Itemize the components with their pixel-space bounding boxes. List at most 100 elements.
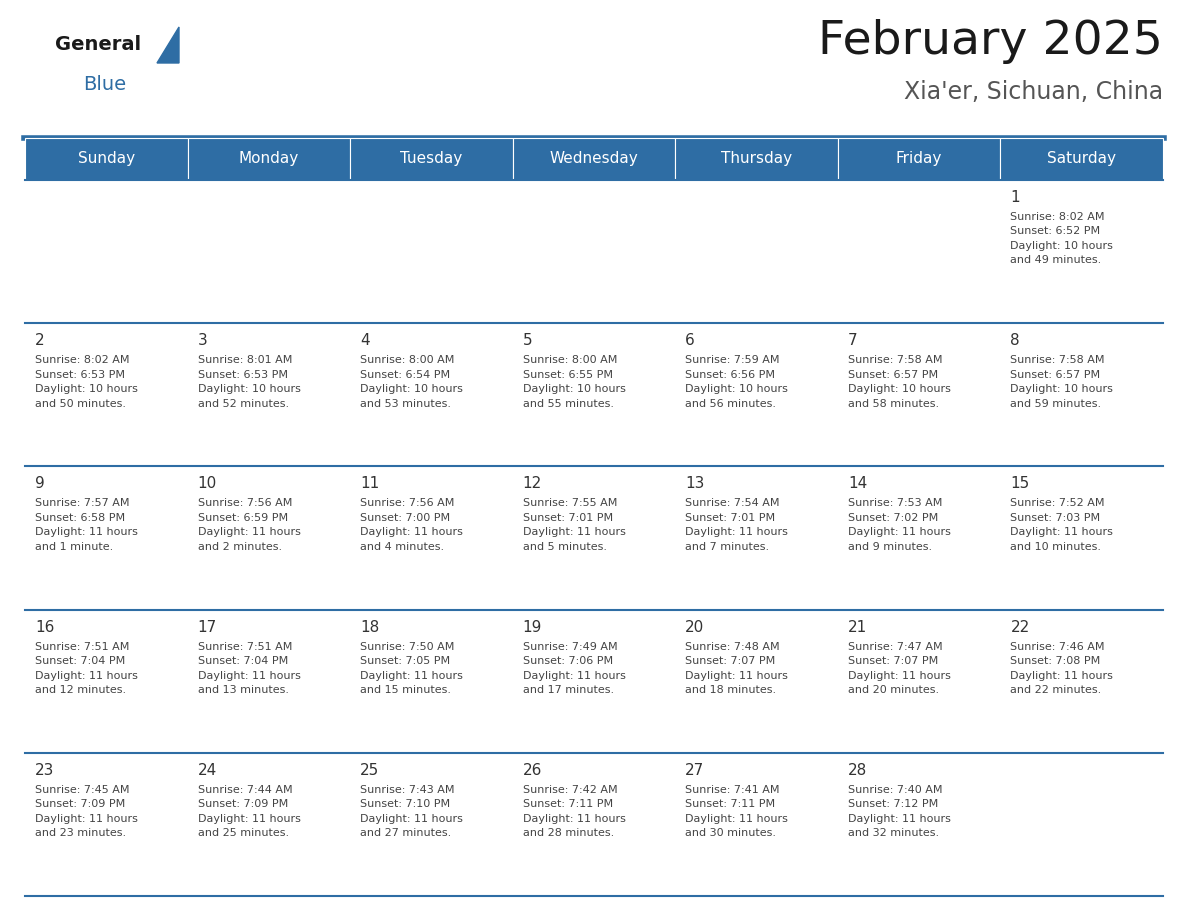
Text: Sunset: 6:55 PM: Sunset: 6:55 PM (523, 370, 613, 380)
Polygon shape (157, 27, 179, 63)
Bar (188, 610, 350, 753)
Text: Sunrise: 7:57 AM: Sunrise: 7:57 AM (34, 498, 129, 509)
Text: and 28 minutes.: and 28 minutes. (523, 828, 614, 838)
Bar (513, 180, 675, 323)
Text: 28: 28 (848, 763, 867, 778)
Text: 19: 19 (523, 620, 542, 634)
Text: Wednesday: Wednesday (550, 151, 638, 166)
Text: Daylight: 11 hours: Daylight: 11 hours (523, 528, 626, 537)
Text: Daylight: 11 hours: Daylight: 11 hours (848, 813, 950, 823)
Bar (188, 180, 350, 323)
Text: 18: 18 (360, 620, 379, 634)
Text: Sunset: 7:02 PM: Sunset: 7:02 PM (848, 513, 939, 523)
Text: 21: 21 (848, 620, 867, 634)
Text: Sunrise: 7:51 AM: Sunrise: 7:51 AM (197, 642, 292, 652)
Text: 24: 24 (197, 763, 217, 778)
Text: and 52 minutes.: and 52 minutes. (197, 398, 289, 409)
Text: and 56 minutes.: and 56 minutes. (685, 398, 776, 409)
Text: Sunrise: 8:01 AM: Sunrise: 8:01 AM (197, 355, 292, 365)
Text: Daylight: 11 hours: Daylight: 11 hours (523, 671, 626, 680)
Text: Sunrise: 8:02 AM: Sunrise: 8:02 AM (34, 355, 129, 365)
Text: Saturday: Saturday (1047, 151, 1117, 166)
Text: Daylight: 11 hours: Daylight: 11 hours (685, 671, 788, 680)
Text: Daylight: 10 hours: Daylight: 10 hours (1011, 241, 1113, 251)
Text: 15: 15 (1011, 476, 1030, 491)
Bar (350, 466, 513, 610)
Bar (513, 610, 675, 753)
Text: Sunset: 6:57 PM: Sunset: 6:57 PM (1011, 370, 1100, 380)
Text: Daylight: 10 hours: Daylight: 10 hours (685, 385, 788, 394)
Text: and 10 minutes.: and 10 minutes. (1011, 542, 1101, 552)
Text: Sunrise: 7:47 AM: Sunrise: 7:47 AM (848, 642, 942, 652)
Text: Sunset: 7:05 PM: Sunset: 7:05 PM (360, 656, 450, 666)
Bar (513, 466, 675, 610)
Text: 7: 7 (848, 333, 858, 348)
Bar (838, 753, 1000, 896)
Text: Daylight: 11 hours: Daylight: 11 hours (1011, 528, 1113, 537)
Text: Sunrise: 7:41 AM: Sunrise: 7:41 AM (685, 785, 779, 795)
Text: 9: 9 (34, 476, 45, 491)
Bar (675, 753, 838, 896)
Text: Sunset: 6:53 PM: Sunset: 6:53 PM (197, 370, 287, 380)
Text: 14: 14 (848, 476, 867, 491)
Text: and 49 minutes.: and 49 minutes. (1011, 255, 1101, 265)
Text: 23: 23 (34, 763, 55, 778)
Text: 20: 20 (685, 620, 704, 634)
Bar (513, 138, 675, 180)
Text: Daylight: 10 hours: Daylight: 10 hours (1011, 385, 1113, 394)
Text: 5: 5 (523, 333, 532, 348)
Text: 8: 8 (1011, 333, 1020, 348)
Text: and 55 minutes.: and 55 minutes. (523, 398, 614, 409)
Text: Sunrise: 8:00 AM: Sunrise: 8:00 AM (523, 355, 617, 365)
Text: Daylight: 11 hours: Daylight: 11 hours (523, 813, 626, 823)
Text: Sunrise: 7:45 AM: Sunrise: 7:45 AM (34, 785, 129, 795)
Bar (350, 138, 513, 180)
Text: Sunset: 7:04 PM: Sunset: 7:04 PM (197, 656, 287, 666)
Text: Sunset: 6:57 PM: Sunset: 6:57 PM (848, 370, 939, 380)
Text: Sunrise: 7:55 AM: Sunrise: 7:55 AM (523, 498, 617, 509)
Text: and 58 minutes.: and 58 minutes. (848, 398, 939, 409)
Text: Daylight: 11 hours: Daylight: 11 hours (197, 528, 301, 537)
Bar (1000, 180, 1163, 323)
Text: Daylight: 11 hours: Daylight: 11 hours (360, 813, 463, 823)
Text: February 2025: February 2025 (819, 19, 1163, 64)
Bar (25, 138, 188, 180)
Text: General: General (55, 36, 141, 54)
Text: Sunset: 7:00 PM: Sunset: 7:00 PM (360, 513, 450, 523)
Bar (675, 138, 838, 180)
Text: Daylight: 11 hours: Daylight: 11 hours (360, 671, 463, 680)
Bar (25, 180, 188, 323)
Text: and 2 minutes.: and 2 minutes. (197, 542, 282, 552)
Text: and 23 minutes.: and 23 minutes. (34, 828, 126, 838)
Text: and 4 minutes.: and 4 minutes. (360, 542, 444, 552)
Text: Sunrise: 8:02 AM: Sunrise: 8:02 AM (1011, 212, 1105, 222)
Text: and 59 minutes.: and 59 minutes. (1011, 398, 1101, 409)
Bar (25, 466, 188, 610)
Text: Sunrise: 7:56 AM: Sunrise: 7:56 AM (360, 498, 455, 509)
Bar (838, 138, 1000, 180)
Text: Sunset: 6:58 PM: Sunset: 6:58 PM (34, 513, 125, 523)
Text: Sunrise: 7:50 AM: Sunrise: 7:50 AM (360, 642, 455, 652)
Bar (513, 323, 675, 466)
Bar (350, 610, 513, 753)
Text: Daylight: 11 hours: Daylight: 11 hours (360, 528, 463, 537)
Text: 25: 25 (360, 763, 379, 778)
Text: Xia'er, Sichuan, China: Xia'er, Sichuan, China (904, 80, 1163, 104)
Text: Sunset: 6:56 PM: Sunset: 6:56 PM (685, 370, 776, 380)
Text: 2: 2 (34, 333, 45, 348)
Text: Daylight: 10 hours: Daylight: 10 hours (197, 385, 301, 394)
Text: and 32 minutes.: and 32 minutes. (848, 828, 939, 838)
Text: and 18 minutes.: and 18 minutes. (685, 685, 777, 695)
Text: 17: 17 (197, 620, 217, 634)
Text: Daylight: 11 hours: Daylight: 11 hours (34, 813, 138, 823)
Text: Thursday: Thursday (721, 151, 792, 166)
Text: and 25 minutes.: and 25 minutes. (197, 828, 289, 838)
Text: Sunset: 7:07 PM: Sunset: 7:07 PM (848, 656, 939, 666)
Text: Sunset: 6:53 PM: Sunset: 6:53 PM (34, 370, 125, 380)
Text: Sunset: 7:01 PM: Sunset: 7:01 PM (523, 513, 613, 523)
Text: Daylight: 11 hours: Daylight: 11 hours (685, 813, 788, 823)
Text: and 20 minutes.: and 20 minutes. (848, 685, 939, 695)
Text: Sunrise: 7:43 AM: Sunrise: 7:43 AM (360, 785, 455, 795)
Text: Sunset: 7:11 PM: Sunset: 7:11 PM (523, 800, 613, 810)
Text: Daylight: 10 hours: Daylight: 10 hours (360, 385, 463, 394)
